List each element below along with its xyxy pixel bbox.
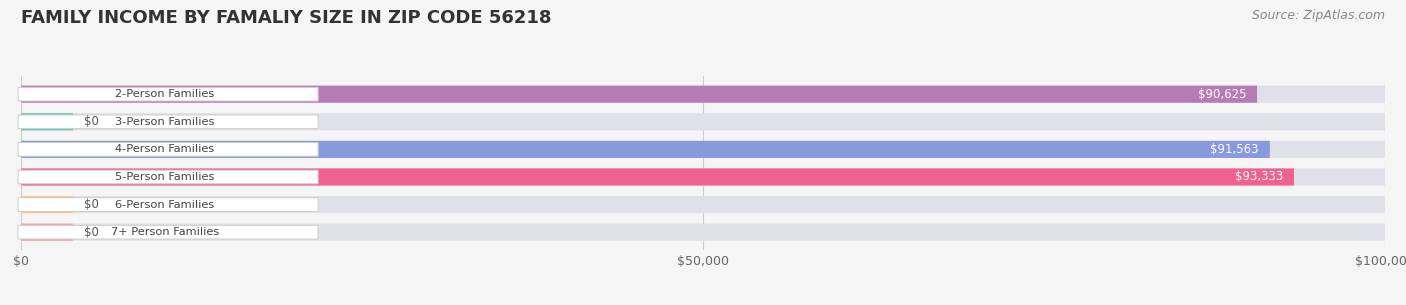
FancyBboxPatch shape	[21, 168, 1294, 185]
Text: $91,563: $91,563	[1211, 143, 1258, 156]
FancyBboxPatch shape	[18, 115, 318, 129]
FancyBboxPatch shape	[18, 87, 318, 101]
FancyBboxPatch shape	[21, 196, 73, 213]
FancyBboxPatch shape	[18, 142, 318, 156]
Text: 2-Person Families: 2-Person Families	[115, 89, 215, 99]
FancyBboxPatch shape	[21, 168, 1385, 185]
Text: 5-Person Families: 5-Person Families	[115, 172, 215, 182]
FancyBboxPatch shape	[21, 86, 1385, 103]
FancyBboxPatch shape	[18, 225, 318, 239]
Text: $93,333: $93,333	[1234, 170, 1284, 184]
FancyBboxPatch shape	[21, 86, 1257, 103]
Text: 4-Person Families: 4-Person Families	[115, 144, 215, 154]
FancyBboxPatch shape	[21, 141, 1270, 158]
FancyBboxPatch shape	[21, 196, 1385, 213]
Text: $0: $0	[84, 115, 98, 128]
Text: Source: ZipAtlas.com: Source: ZipAtlas.com	[1251, 9, 1385, 22]
Text: FAMILY INCOME BY FAMALIY SIZE IN ZIP CODE 56218: FAMILY INCOME BY FAMALIY SIZE IN ZIP COD…	[21, 9, 551, 27]
FancyBboxPatch shape	[21, 113, 1385, 130]
FancyBboxPatch shape	[21, 141, 1385, 158]
FancyBboxPatch shape	[21, 113, 73, 130]
FancyBboxPatch shape	[18, 170, 318, 184]
Text: $0: $0	[84, 226, 98, 239]
Text: $90,625: $90,625	[1198, 88, 1246, 101]
Text: 3-Person Families: 3-Person Families	[115, 117, 215, 127]
Text: 7+ Person Families: 7+ Person Families	[111, 227, 219, 237]
FancyBboxPatch shape	[18, 198, 318, 211]
FancyBboxPatch shape	[21, 224, 1385, 241]
Text: $0: $0	[84, 198, 98, 211]
FancyBboxPatch shape	[21, 224, 73, 241]
Text: 6-Person Families: 6-Person Families	[115, 199, 215, 210]
